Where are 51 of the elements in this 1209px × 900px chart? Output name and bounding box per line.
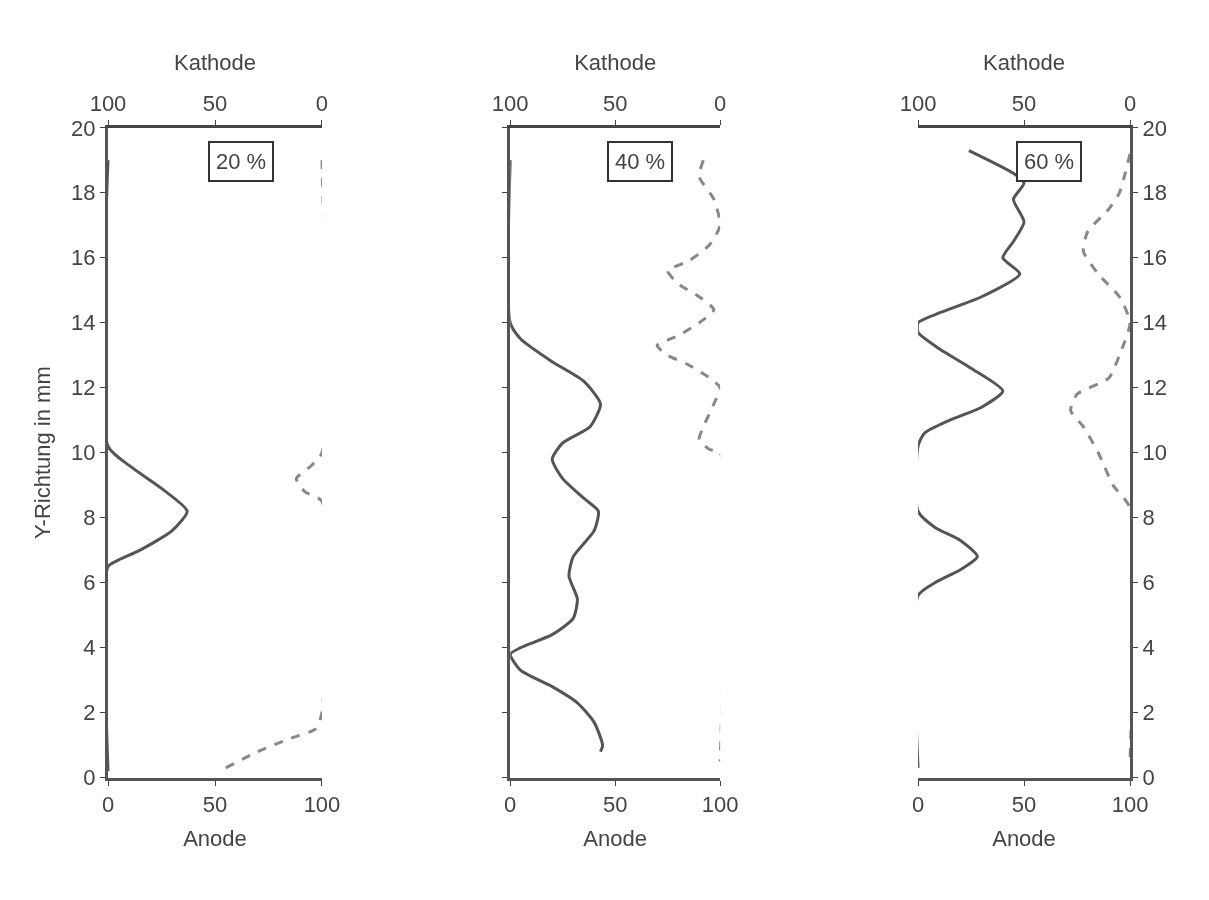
x2-tick-label: 50 xyxy=(202,91,228,116)
x2-tick-label: 100 xyxy=(89,91,127,116)
x-tick-label: 100 xyxy=(303,792,341,817)
y-tick-label: 16 xyxy=(1142,245,1167,271)
x2-tick-label: 100 xyxy=(899,91,937,116)
y-tick-label: 20 xyxy=(71,115,96,141)
y-tick-label: 12 xyxy=(71,375,96,401)
x2-tick-label: 0 xyxy=(714,91,727,116)
y-tick-label: 0 xyxy=(83,765,96,791)
x-tick-label: 0 xyxy=(911,792,925,817)
y-tick-label: 4 xyxy=(1142,635,1155,661)
y-tick-label: 14 xyxy=(71,310,96,336)
y-tick-label: 18 xyxy=(1142,180,1167,206)
x-tick-label: 50 xyxy=(1011,792,1037,817)
x2-tick-label: 100 xyxy=(491,91,529,116)
x2-tick-label: 50 xyxy=(602,91,628,116)
annotation: 20 % xyxy=(216,149,267,174)
annotation: 60 % xyxy=(1024,149,1075,174)
x-tick-label: 50 xyxy=(202,792,228,817)
y-axis-title: Y-Richtung in mm xyxy=(29,366,55,540)
y-tick-label: 4 xyxy=(83,635,96,661)
y-tick-label: 8 xyxy=(1142,505,1155,531)
x2-tick-label: 0 xyxy=(1123,91,1137,116)
y-tick-label: 6 xyxy=(1142,570,1155,596)
line-series xyxy=(918,149,1026,770)
y-tick-label: 10 xyxy=(1142,440,1167,466)
y-tick-label: 16 xyxy=(71,245,96,271)
y-tick-label: 18 xyxy=(71,180,96,206)
x-axis-title: Anode xyxy=(992,825,1056,851)
x-axis-title: Anode xyxy=(583,825,647,851)
x2-axis-title: Kathode xyxy=(983,49,1066,75)
y-tick-label: 20 xyxy=(1142,115,1167,141)
y-tick-label: 0 xyxy=(1142,765,1155,791)
y-tick-label: 2 xyxy=(83,700,96,726)
x2-axis-title: Kathode xyxy=(574,49,657,75)
y-tick-label: 10 xyxy=(71,440,96,466)
y-tick-label: 2 xyxy=(1142,700,1155,726)
x-tick-label: 0 xyxy=(504,792,517,817)
x-tick-label: 50 xyxy=(602,792,628,817)
x2-tick-label: 0 xyxy=(315,91,329,116)
y-tick-label: 8 xyxy=(83,505,96,531)
y-tick-label: 14 xyxy=(1142,310,1167,336)
x2-axis-title: Kathode xyxy=(174,49,256,75)
x-tick-label: 100 xyxy=(1111,792,1149,817)
x-tick-label: 0 xyxy=(101,792,115,817)
x-axis-title: Anode xyxy=(183,825,247,851)
annotation: 40 % xyxy=(615,149,666,174)
x-tick-label: 100 xyxy=(701,792,739,817)
y-tick-label: 6 xyxy=(83,570,96,596)
x2-tick-label: 50 xyxy=(1011,91,1037,116)
y-tick-label: 12 xyxy=(1142,375,1167,401)
